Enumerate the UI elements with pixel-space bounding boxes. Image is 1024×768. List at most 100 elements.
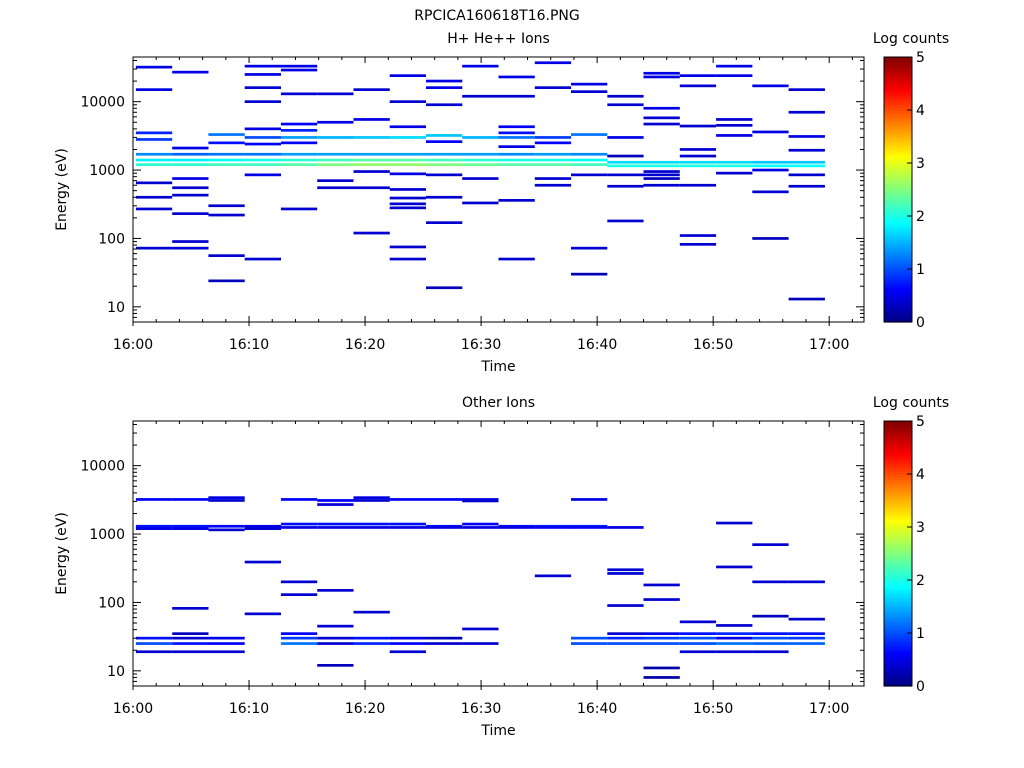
- colorbar-segment: [884, 173, 912, 177]
- colorbar-segment: [884, 428, 912, 433]
- heatmap-cell: [679, 164, 717, 168]
- heatmap-cell: [244, 73, 281, 76]
- colorbar-segment: [884, 532, 912, 536]
- heatmap-cell: [317, 120, 354, 124]
- colorbar-segment: [884, 662, 912, 666]
- heatmap-cell: [208, 158, 245, 162]
- heatmap-cell: [208, 152, 245, 156]
- heatmap-cell: [353, 118, 390, 121]
- colorbar-segment: [884, 133, 912, 138]
- colorbar-segment: [884, 524, 912, 528]
- x-tick-label: 16:50: [693, 701, 733, 717]
- heatmap-cell: [172, 607, 209, 610]
- heatmap-cell: [498, 163, 535, 166]
- heatmap-cell: [172, 246, 209, 250]
- colorbar-segment: [884, 78, 912, 82]
- colorbar-segment: [884, 160, 912, 164]
- heatmap-cell: [172, 152, 209, 156]
- heatmap-cell: [317, 642, 354, 645]
- heatmap-cell: [679, 650, 717, 654]
- heatmap-cell: [172, 163, 209, 166]
- heatmap-cell: [317, 636, 354, 640]
- colorbar-segment: [884, 511, 912, 515]
- heatmap-cell: [389, 136, 426, 139]
- heatmap-cell: [607, 604, 644, 607]
- heatmap-cell: [607, 173, 644, 177]
- colorbar-segment: [884, 213, 912, 217]
- heatmap-cell: [389, 125, 426, 129]
- colorbar-segment: [884, 455, 912, 459]
- colorbar-segment: [884, 194, 912, 199]
- heatmap-cell: [280, 642, 318, 645]
- colorbar-segment: [884, 617, 912, 621]
- colorbar-segment: [884, 606, 912, 610]
- heatmap-cell: [716, 565, 753, 569]
- heatmap-cell: [534, 526, 572, 529]
- heatmap-cell: [571, 163, 608, 166]
- heatmap-cell: [317, 664, 354, 667]
- x-tick-label: 16:00: [113, 337, 153, 353]
- colorbar-segment: [884, 442, 912, 446]
- colorbar-segment: [884, 651, 912, 655]
- y-tick-label: 100: [98, 595, 125, 611]
- heatmap-cell: [426, 498, 463, 501]
- heatmap-cell: [426, 221, 463, 224]
- heatmap-cell: [353, 152, 390, 156]
- colorbar-segment: [884, 569, 912, 573]
- heatmap-cell: [280, 580, 318, 584]
- heatmap-cell: [426, 152, 463, 156]
- heatmap-cell: [280, 64, 318, 68]
- colorbar-segment: [884, 489, 912, 494]
- x-tick-label: 17:00: [809, 701, 849, 717]
- x-axis-label: Time: [480, 723, 515, 739]
- heatmap-cell: [788, 173, 825, 177]
- heatmap-cell: [172, 524, 209, 528]
- heatmap-cell: [571, 82, 608, 86]
- colorbar-segment: [884, 184, 912, 188]
- heatmap-cell: [643, 106, 680, 110]
- heatmap-cell: [172, 240, 209, 243]
- colorbar-segment: [884, 120, 912, 124]
- colorbar-segment: [884, 503, 912, 507]
- heatmap-cell: [716, 160, 753, 164]
- heatmap-cell: [426, 103, 463, 107]
- colorbar-segment: [884, 314, 912, 318]
- heatmap-cell: [534, 86, 572, 89]
- colorbar-segment: [884, 170, 912, 175]
- heatmap-cell: [135, 181, 173, 185]
- colorbar-segment: [884, 99, 912, 103]
- heatmap-cell: [607, 568, 644, 572]
- heatmap-cell: [643, 122, 680, 126]
- heatmap-cell: [317, 526, 354, 529]
- heatmap-cell: [679, 148, 717, 151]
- colorbar-segment: [884, 295, 912, 299]
- colorbar-segment: [884, 434, 912, 438]
- heatmap-cell: [534, 152, 572, 156]
- colorbar-segment: [884, 75, 912, 79]
- heatmap-cell: [716, 521, 753, 525]
- heatmap-cell: [788, 642, 825, 645]
- colorbar-segment: [884, 431, 912, 435]
- heatmap-cells: [135, 496, 825, 679]
- heatmap-cell: [752, 190, 789, 194]
- heatmap-cell: [607, 219, 644, 223]
- colorbar-segment: [884, 474, 912, 478]
- colorbar-segment: [884, 426, 912, 430]
- heatmap-cell: [208, 650, 245, 654]
- heatmap-cell: [716, 74, 753, 77]
- heatmap-cell: [752, 632, 789, 635]
- heatmap-cell: [426, 195, 463, 199]
- heatmap-cell: [172, 193, 209, 197]
- heatmap-cell: [716, 632, 753, 635]
- colorbar-segment: [884, 590, 912, 594]
- heatmap-cell: [317, 179, 354, 182]
- colorbar-segment: [884, 683, 912, 687]
- heatmap-cell: [752, 130, 789, 134]
- colorbar-segment: [884, 421, 912, 425]
- heatmap-cell: [389, 163, 426, 166]
- colorbar-segment: [884, 542, 912, 547]
- heatmap-cell: [353, 158, 390, 162]
- colorbar-segment: [884, 152, 912, 156]
- heatmap-cell: [317, 589, 354, 592]
